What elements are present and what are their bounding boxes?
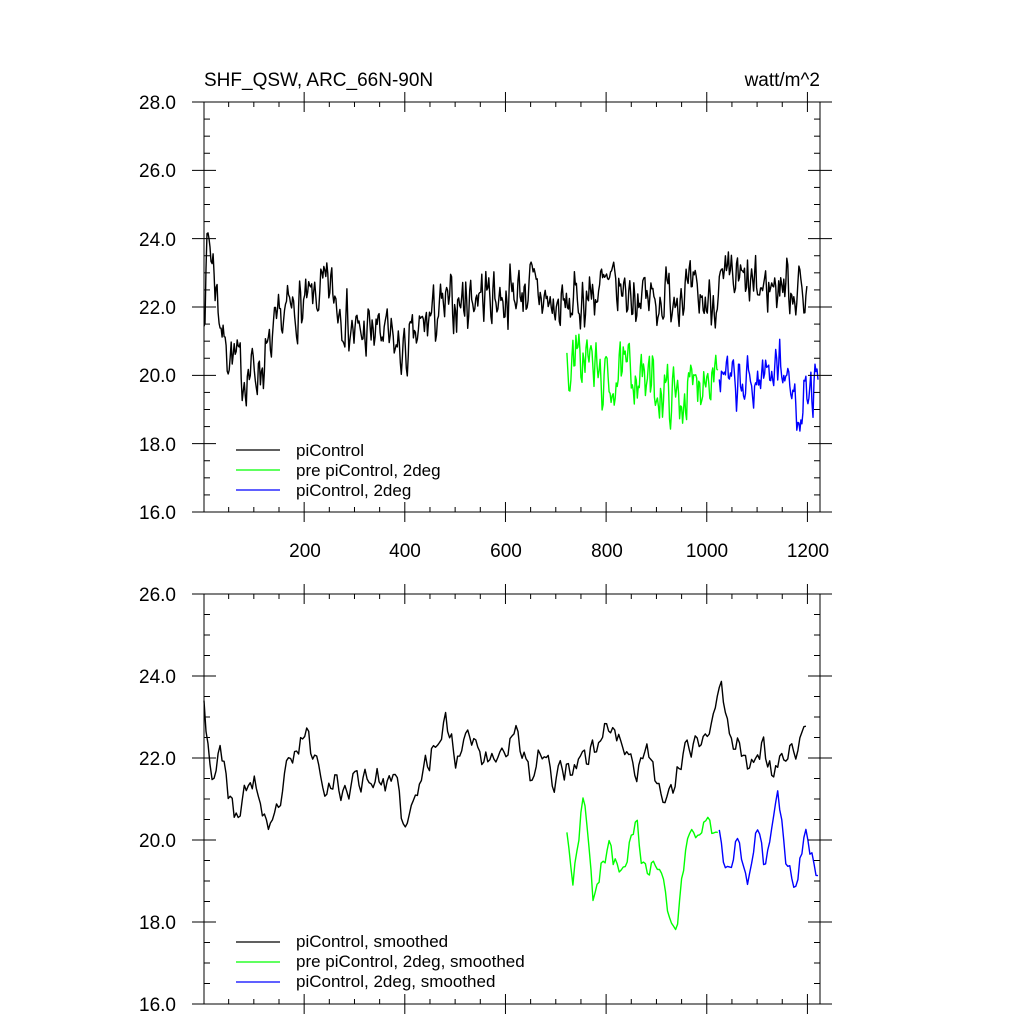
- top-legend-label: piControl, 2deg: [296, 481, 411, 500]
- top-chart-title: SHF_QSW, ARC_66N-90N: [204, 70, 433, 91]
- top-ticks: [192, 92, 832, 522]
- bottom-ytick-label: 16.0: [139, 995, 176, 1016]
- top-series-line-1: [203, 232, 808, 407]
- bottom-legend-label: piControl, 2deg, smoothed: [296, 972, 495, 991]
- top-x-axis-labels: 200 400 600 800 1000 1200: [289, 541, 829, 562]
- bottom-ytick-label: 24.0: [139, 667, 176, 688]
- bottom-ticks: [192, 584, 832, 1014]
- bottom-ytick-label: 18.0: [139, 913, 176, 934]
- top-ytick-label: 16.0: [139, 503, 176, 524]
- top-chart-units: watt/m^2: [744, 70, 820, 91]
- bottom-legend-label: piControl, smoothed: [296, 932, 448, 951]
- top-plot-frame: [203, 101, 821, 513]
- top-ytick-label: 28.0: [139, 93, 176, 114]
- bottom-y-axis-labels: 16.0 18.0 20.0 22.0 24.0 26.0: [139, 585, 176, 1016]
- top-y-axis-labels: 16.0 18.0 20.0 22.0 24.0 26.0 28.0: [139, 93, 176, 524]
- top-ytick-label: 22.0: [139, 298, 176, 319]
- top-series-line-3: [718, 338, 819, 432]
- bottom-series-line-2: [566, 797, 718, 931]
- top-xtick-label: 200: [289, 541, 321, 562]
- bottom-ytick-label: 22.0: [139, 749, 176, 770]
- top-ytick-label: 20.0: [139, 366, 176, 387]
- top-series-line-2: [566, 333, 719, 430]
- top-xtick-label: 600: [490, 541, 522, 562]
- top-ytick-label: 26.0: [139, 161, 176, 182]
- bottom-panel: 16.0 18.0 20.0 22.0 24.0 26.0 piControl,…: [139, 584, 832, 1016]
- bottom-series-line-3: [718, 790, 819, 888]
- bottom-legend: piControl, smoothed pre piControl, 2deg,…: [236, 932, 525, 991]
- top-plot-area: [192, 92, 832, 522]
- top-legend: piControl pre piControl, 2deg piControl,…: [236, 441, 441, 500]
- top-panel: SHF_QSW, ARC_66N-90N watt/m^2 16.0 18.0 …: [139, 70, 832, 562]
- bottom-plot-frame: [203, 593, 821, 1005]
- top-xtick-label: 1000: [686, 541, 728, 562]
- bottom-legend-label: pre piControl, 2deg, smoothed: [296, 952, 525, 971]
- bottom-series-line-1: [203, 680, 807, 831]
- bottom-ytick-label: 26.0: [139, 585, 176, 606]
- bottom-plot-area: [192, 584, 832, 1014]
- top-xtick-label: 800: [591, 541, 623, 562]
- top-xtick-label: 400: [389, 541, 421, 562]
- top-ytick-label: 24.0: [139, 230, 176, 251]
- top-ytick-label: 18.0: [139, 435, 176, 456]
- bottom-series-layer: [203, 680, 819, 931]
- top-series-layer: [203, 232, 819, 432]
- top-legend-label: piControl: [296, 441, 364, 460]
- bottom-ytick-label: 20.0: [139, 831, 176, 852]
- top-xtick-label: 1200: [787, 541, 829, 562]
- top-legend-label: pre piControl, 2deg: [296, 461, 441, 480]
